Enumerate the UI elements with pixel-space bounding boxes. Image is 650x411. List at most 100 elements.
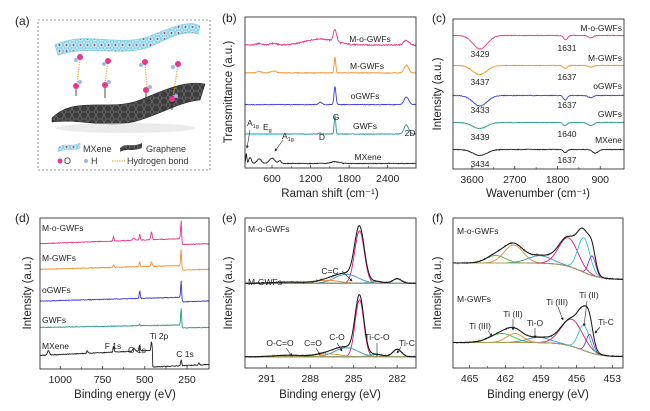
x-axis-label-d: Binding energy (eV) (74, 389, 176, 401)
series-line-M-o-GWFs (244, 28, 417, 47)
legend: MXene Graphene O H Hydrogen bond (57, 142, 189, 166)
oxygen-atom (142, 59, 148, 65)
series-label: M-GWFs (42, 253, 76, 263)
x-tick-label: 285 (345, 373, 363, 385)
panel-label-f: (f) (432, 211, 443, 225)
series-line-MXene (244, 153, 417, 165)
annotation-co: C-O (329, 332, 345, 342)
series-line-M-GWFs (452, 64, 625, 76)
fit-envelope (453, 305, 623, 358)
hydrogen-atom (139, 63, 143, 67)
plot-frame (452, 217, 624, 369)
mxene-sheet (54, 23, 201, 56)
dip-label: 3437 (471, 77, 490, 87)
x-axis-label-f: Binding energy (eV) (487, 389, 589, 401)
y-axis-label-c: Intensity (a.u.) (432, 57, 444, 130)
x-tick-label: 282 (388, 373, 406, 385)
x-tick-label: 750 (94, 374, 112, 386)
series-line-GWFs (452, 121, 625, 130)
y-axis-label-e: Intensity (a.u.) (223, 256, 235, 329)
fit-baseline (453, 342, 623, 358)
bond-1 (73, 54, 83, 96)
panel-a: (a) MXene Graphene O H Hydrogen bond (15, 14, 211, 171)
x-tick-label: 2700 (503, 174, 527, 186)
hydrogen-atom (102, 62, 106, 66)
y-axis-label-f: Intensity (a.u.) (432, 256, 444, 329)
series-label: M-o-GWFs (580, 23, 622, 33)
oxygen-atom (73, 83, 79, 89)
series-label: M-GWFs (350, 61, 384, 71)
dip-label: 3433 (471, 105, 490, 115)
oxygen-swatch (57, 158, 63, 164)
hydrogen-atom (107, 80, 111, 84)
x-tick-label: 1200 (299, 173, 323, 185)
graphene-sheet (51, 82, 206, 125)
annotation-arrows (285, 270, 402, 357)
dip-label: 3429 (471, 49, 490, 59)
plot-frame (244, 217, 417, 369)
x-tick-label: 456 (568, 373, 586, 385)
oxygen-atom (105, 58, 111, 64)
x-tick-label: 288 (301, 373, 319, 385)
dip-label: 1637 (558, 100, 577, 110)
arrow (274, 139, 284, 152)
oxygen-atom (77, 54, 83, 60)
series-line-M-o-GWFs (39, 220, 210, 246)
legend-hbond: Hydrogen bond (127, 156, 189, 166)
annotation-a1g-left: A1g (247, 118, 259, 130)
y-axis-label-b: Transmittance (a.u.) (223, 41, 235, 144)
series-labels-f: M-o-GWFs M-GWFs Ti (III) Ti (II) Ti-O Ti… (457, 226, 614, 339)
raw-data (244, 225, 417, 285)
series-labels-c: M-o-GWFs M-GWFs oGWFs GWFs MXene 3429 16… (471, 23, 623, 169)
illustration-frame (37, 19, 211, 171)
series-labels-b: M-o-GWFs M-GWFs oGWFs GWFs MXene D G 2D … (245, 34, 415, 162)
series-label: M-GWFs (588, 53, 622, 63)
chart-b: 600 1200 1800 2400 (244, 16, 417, 185)
x-tick-label: 1800 (337, 173, 361, 185)
series-line-oGWFs (452, 94, 625, 107)
x-axis-label-c: Wavenumber (cm⁻¹) (486, 188, 590, 200)
annotation-eg: Eg (263, 122, 272, 134)
oxygen-atom (143, 87, 149, 93)
sheet-shadow (55, 123, 195, 133)
panel-label-e: (e) (222, 211, 237, 225)
chart-f: 465 462 459 456 453 (452, 217, 624, 385)
series-label: M-GWFs (248, 277, 282, 287)
legend-mxene: MXene (83, 144, 112, 154)
fit-component (453, 237, 623, 280)
series-line-MXene (452, 148, 625, 157)
graphene-swatch (120, 143, 142, 152)
annotation-ti2-right: Ti (II) (579, 290, 599, 300)
series-label: MXene (595, 135, 622, 145)
legend-graphene: Graphene (146, 144, 186, 154)
oxygen-atom (175, 61, 181, 67)
series-label: M-GWFs (457, 294, 491, 304)
hydrogen-atom (148, 85, 152, 89)
series-labels-e: M-o-GWFs M-GWFs C=C O-C=O C=O C-O Ti-C-O… (248, 224, 415, 357)
x-tick-label: 1800 (546, 174, 570, 186)
plot-frame (39, 217, 210, 370)
hydrogen-atom (78, 80, 82, 84)
x-axis-label-b: Raman shift (cm⁻¹) (281, 188, 379, 200)
series-line-GWFs (39, 308, 210, 329)
annotation-ti3-right: Ti (III) (546, 297, 568, 307)
annotation-c-double-o: C=O (304, 338, 322, 348)
bond-4 (169, 61, 181, 110)
plot-frame (244, 16, 417, 169)
raw-data (244, 294, 417, 359)
mxene-swatch (57, 142, 81, 153)
dip-label: 1631 (558, 43, 577, 53)
series-label: GWFs (598, 109, 622, 119)
annotation-o1s: O 1s (128, 345, 146, 355)
hydrogen-atom (174, 94, 178, 98)
panel-label-a: (a) (15, 14, 30, 28)
series-M-GWFs (452, 304, 624, 358)
annotation-c1s: C 1s (176, 349, 193, 359)
annotation-ti2p: Ti 2p (150, 331, 169, 341)
fit-baseline (453, 262, 623, 280)
series-line-oGWFs (39, 280, 210, 303)
annotation-tic: Ti-C (399, 338, 415, 348)
x-tick-label: 459 (532, 373, 550, 385)
annotation-tio: Ti-O (527, 318, 544, 328)
